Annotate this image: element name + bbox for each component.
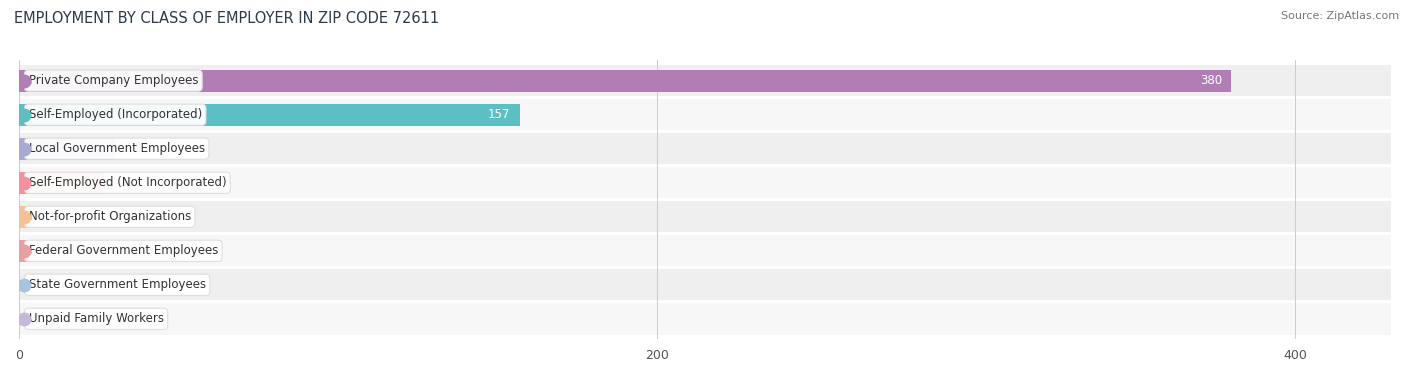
- Bar: [20, 269, 1391, 300]
- Text: Not-for-profit Organizations: Not-for-profit Organizations: [28, 210, 191, 223]
- Bar: [20, 104, 520, 126]
- Text: Private Company Employees: Private Company Employees: [28, 74, 198, 87]
- Text: Self-Employed (Incorporated): Self-Employed (Incorporated): [28, 108, 202, 121]
- Text: 380: 380: [1199, 74, 1222, 87]
- Text: EMPLOYMENT BY CLASS OF EMPLOYER IN ZIP CODE 72611: EMPLOYMENT BY CLASS OF EMPLOYER IN ZIP C…: [14, 11, 439, 26]
- Text: Federal Government Employees: Federal Government Employees: [28, 244, 218, 257]
- Text: Local Government Employees: Local Government Employees: [28, 142, 205, 155]
- Bar: [20, 240, 28, 262]
- Text: 0: 0: [32, 313, 39, 325]
- Text: 157: 157: [488, 108, 510, 121]
- Bar: [20, 235, 1391, 267]
- Text: Unpaid Family Workers: Unpaid Family Workers: [28, 313, 163, 325]
- Bar: [20, 303, 1391, 334]
- Bar: [20, 138, 115, 160]
- Bar: [20, 172, 105, 194]
- Text: 3: 3: [41, 244, 49, 257]
- Text: 6: 6: [51, 210, 59, 223]
- Bar: [20, 133, 1391, 164]
- Bar: [20, 167, 1391, 198]
- Text: Self-Employed (Not Incorporated): Self-Employed (Not Incorporated): [28, 176, 226, 189]
- Text: State Government Employees: State Government Employees: [28, 278, 205, 291]
- Bar: [20, 201, 1391, 233]
- Text: 27: 27: [118, 176, 134, 189]
- Bar: [20, 206, 38, 228]
- Text: Source: ZipAtlas.com: Source: ZipAtlas.com: [1281, 11, 1399, 21]
- Bar: [20, 99, 1391, 130]
- Text: 30: 30: [128, 142, 142, 155]
- Bar: [20, 70, 1232, 92]
- Bar: [20, 65, 1391, 96]
- Text: 0: 0: [32, 278, 39, 291]
